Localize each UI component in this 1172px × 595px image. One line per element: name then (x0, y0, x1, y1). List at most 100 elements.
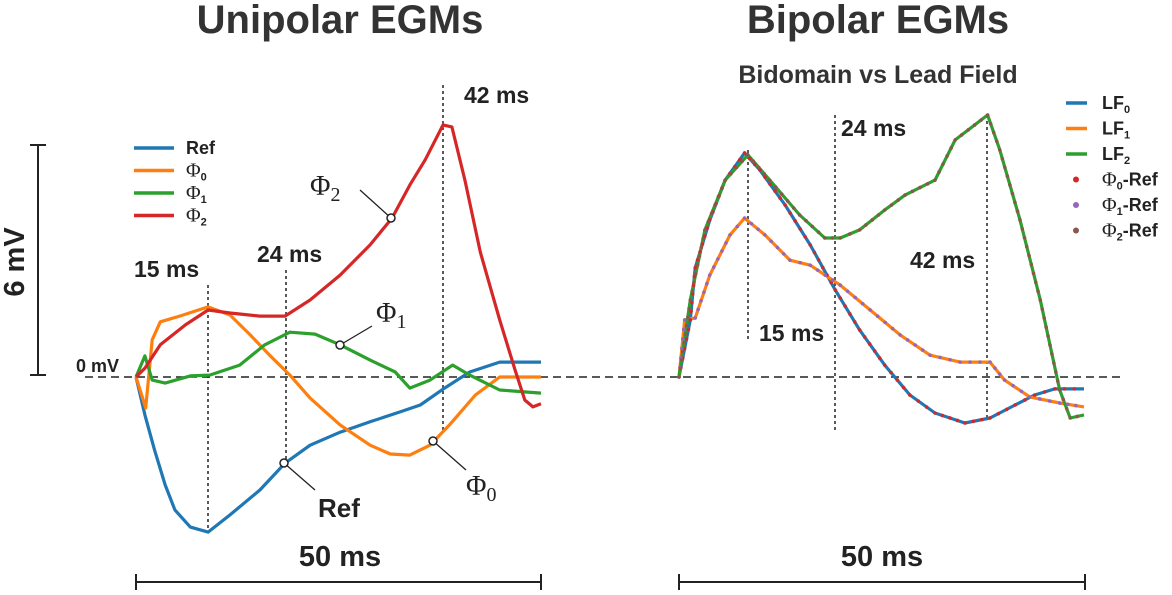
data-point (734, 165, 739, 170)
data-point (1066, 402, 1070, 407)
data-point (703, 228, 707, 232)
data-point (1022, 235, 1027, 240)
data-point (949, 146, 953, 150)
legend-label: Φ0-Ref (1102, 169, 1159, 193)
data-point (860, 301, 865, 306)
data-point (988, 416, 992, 420)
data-point (820, 265, 825, 270)
data-point (1033, 280, 1038, 285)
data-point (686, 327, 691, 332)
data-point (838, 296, 842, 300)
legend-label: Φ2 (186, 205, 207, 229)
data-point (1023, 398, 1027, 402)
data-point (1032, 393, 1037, 397)
data-point (680, 337, 685, 341)
data-point (972, 123, 977, 127)
data-point (816, 230, 821, 235)
data-point (1027, 253, 1031, 258)
data-point (1061, 397, 1066, 402)
data-point (791, 206, 796, 210)
data-point (696, 307, 700, 312)
right-title: Bipolar EGMs (747, 0, 1009, 42)
legend-item-lf1: LF1 (1066, 119, 1130, 142)
data-point (959, 133, 964, 137)
data-point (767, 178, 772, 182)
data-point (1004, 407, 1009, 412)
data-point (830, 278, 835, 282)
callout-lines (283, 189, 467, 491)
legend-item-lf2: LF2 (1066, 144, 1130, 167)
data-point (889, 203, 894, 207)
right-time-scale-label: 50 ms (841, 541, 923, 573)
left-title: Unipolar EGMs (197, 0, 484, 42)
data-point (747, 156, 752, 161)
data-point (985, 113, 990, 117)
data-point (1038, 298, 1043, 302)
legend-item-phi1-ref: Φ1-Ref (1073, 194, 1159, 218)
series-phi0-ref-dots (677, 151, 1077, 425)
data-point (716, 194, 721, 199)
data-point (1008, 183, 1012, 187)
data-point (838, 283, 842, 287)
data-point (898, 333, 902, 337)
data-point (997, 372, 1002, 376)
data-point (1053, 387, 1057, 391)
data-point (908, 393, 912, 397)
data-point (868, 308, 872, 312)
data-point (699, 245, 704, 250)
data-point (1057, 388, 1062, 392)
data-point (728, 233, 732, 237)
data-point (779, 192, 784, 196)
data-point (823, 236, 827, 240)
data-point (697, 254, 702, 259)
data-point (853, 295, 857, 300)
data-point (691, 283, 696, 288)
data-point (1064, 406, 1069, 411)
data-point (695, 258, 700, 262)
data-point (945, 154, 949, 158)
data-point (701, 236, 705, 241)
time-markers (207, 85, 988, 532)
data-point (1011, 383, 1015, 388)
legend-item-ref: Ref (134, 138, 216, 158)
callout-markers (279, 213, 438, 468)
marker-15ms-right: 15 ms (759, 320, 824, 346)
data-point (910, 189, 915, 194)
data-point (1042, 390, 1047, 394)
legend-swatch (1073, 176, 1079, 183)
data-point (699, 299, 703, 303)
data-point (698, 250, 702, 254)
data-point (852, 320, 857, 324)
data-point (997, 148, 1002, 152)
data-point (678, 366, 683, 371)
data-point (707, 273, 712, 277)
data-point (773, 189, 777, 193)
data-point (941, 162, 945, 166)
curves (134, 113, 1085, 534)
data-point (1024, 244, 1029, 249)
data-point (833, 288, 838, 292)
legend-label: LF1 (1102, 119, 1130, 142)
data-point (883, 320, 887, 325)
data-point (742, 151, 747, 155)
data-point (848, 232, 852, 236)
data-point (762, 172, 767, 176)
data-point (1029, 262, 1034, 267)
data-point (896, 198, 901, 202)
data-point (948, 416, 952, 420)
data-point (1046, 334, 1050, 338)
data-point (783, 203, 787, 207)
data-point (709, 211, 714, 216)
data-point (916, 399, 921, 403)
data-point (901, 385, 906, 390)
data-point (680, 349, 685, 354)
data-point (689, 309, 693, 314)
data-point (1068, 416, 1073, 420)
data-point (816, 258, 821, 262)
data-point (872, 349, 877, 353)
data-point (705, 226, 710, 230)
legend-item-phi2: Φ2 (134, 205, 207, 229)
legend-label: LF2 (1102, 144, 1130, 167)
legend-item-phi0-ref: Φ0-Ref (1073, 169, 1159, 193)
data-point (1020, 227, 1025, 231)
